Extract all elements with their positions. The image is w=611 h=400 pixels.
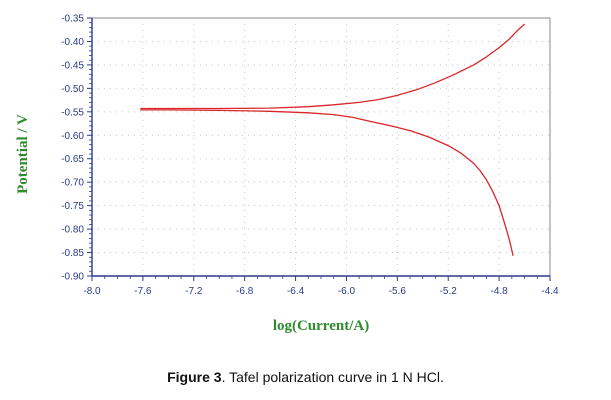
y-tick-label: -0.90 <box>61 272 84 283</box>
x-tick-label: -6.4 <box>287 286 305 297</box>
y-tick-labels: -0.35 -0.40 -0.45 -0.50 -0.55 -0.60 -0.65 -0.70… <box>61 14 84 283</box>
x-tick-label: -6.8 <box>236 286 254 297</box>
y-tick-label: -0.85 <box>61 248 84 259</box>
x-tick-label: -5.6 <box>389 286 407 297</box>
x-tick-label: -8.0 <box>83 286 101 297</box>
y-tick-label: -0.60 <box>61 131 84 142</box>
series-line <box>140 109 514 256</box>
grid-layer <box>92 18 550 276</box>
x-tick-label: -7.2 <box>185 286 203 297</box>
figure-caption: Figure 3. Tafel polarization curve in 1 … <box>0 369 611 385</box>
series-layer <box>140 23 526 256</box>
figure-label: Figure 3 <box>167 369 222 385</box>
y-tick-label: -0.40 <box>61 37 84 48</box>
x-tick-label: -4.4 <box>541 286 559 297</box>
y-tick-label: -0.75 <box>61 201 84 212</box>
x-tick-label: -6.0 <box>338 286 356 297</box>
x-tick-labels: -8.0 -7.6 -7.2 -6.8 -6.4 -6.0 -5.6 -5.2 -4.8 -4.4 <box>83 286 559 297</box>
y-tick-label: -0.55 <box>61 107 84 118</box>
x-tick-label: -5.2 <box>440 286 458 297</box>
caption-text: . Tafel polarization curve in 1 N HCl. <box>221 369 444 385</box>
x-axis-title: log(Current/A) <box>273 318 369 334</box>
plot-area <box>91 17 551 277</box>
series-line <box>140 23 526 110</box>
x-tick-label: -4.8 <box>490 286 508 297</box>
y-tick-label: -0.80 <box>61 225 84 236</box>
y-tick-label: -0.70 <box>61 178 84 189</box>
y-tick-label: -0.45 <box>61 60 84 71</box>
y-tick-label: -0.50 <box>61 84 84 95</box>
y-tick-label: -0.35 <box>61 14 84 25</box>
y-axis-title: Potential / V <box>15 114 31 194</box>
x-tick-label: -7.6 <box>134 286 152 297</box>
chart-canvas: -8.0 -7.6 -7.2 -6.8 -6.4 -6.0 -5.6 -5.2 -4.8 -4.4… <box>15 14 559 335</box>
y-tick-label: -0.65 <box>61 154 84 165</box>
